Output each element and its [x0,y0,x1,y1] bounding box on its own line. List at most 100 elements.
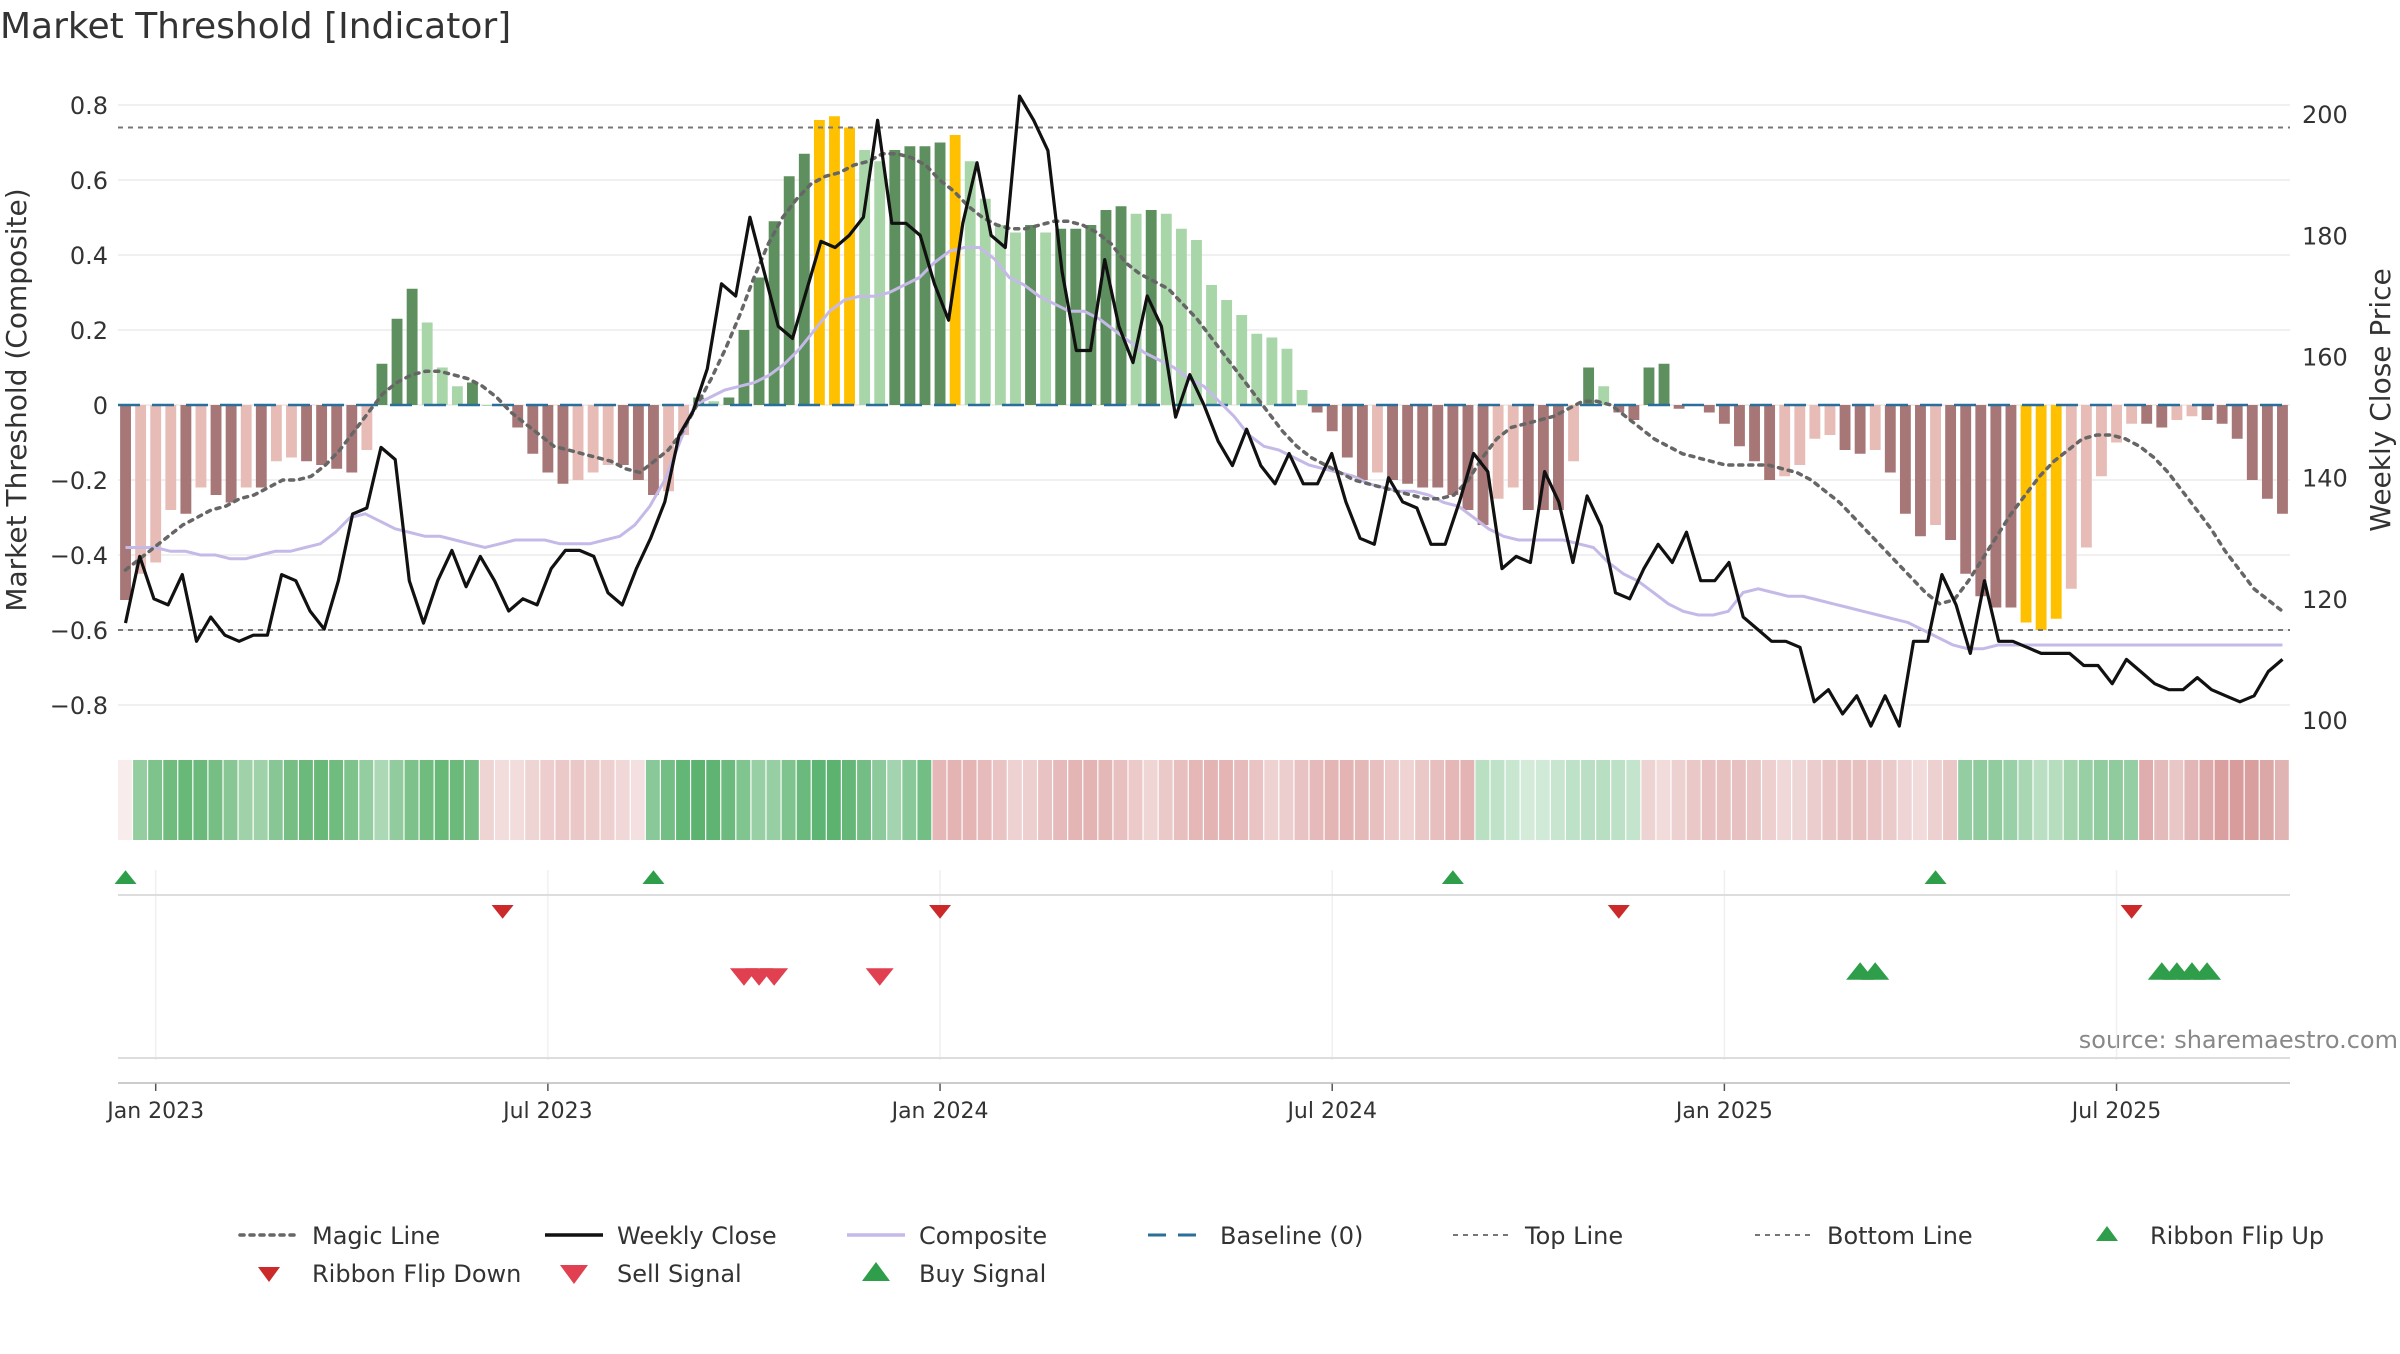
composite-bar [286,405,297,458]
legend-item: Top Line [1453,1222,1623,1250]
composite-bar [2216,405,2228,424]
ribbon-cell [1053,760,1068,840]
composite-bar [1447,405,1459,495]
ribbon-cell [1083,760,1098,840]
composite-bar [783,176,795,405]
ribbon-cell [1143,760,1158,840]
ribbon-cell [344,760,359,840]
line-layer [118,94,2290,728]
ribbon-cell [1188,760,1203,840]
y-tick-label: −0.2 [50,467,108,495]
y2-tick-label: 140 [2302,465,2348,493]
x-tick-label: Jul 2024 [1285,1099,1377,1124]
x-tick-label: Jul 2025 [2070,1099,2162,1124]
composite-bar [1930,405,1941,525]
composite-bar [1296,390,1308,405]
composite-bar [467,382,478,405]
composite-bar [557,405,569,484]
ribbon-cell [2214,760,2229,840]
ribbon-cell [2244,760,2259,840]
composite-bar [1643,367,1655,405]
ribbon-cell [1038,760,1052,840]
ribbon-cell [1430,760,1445,840]
buy-signal-marker [2193,962,2222,980]
composite-bar [1854,405,1866,454]
composite-bar [723,397,735,405]
y-tick-label: −0.6 [50,617,108,645]
composite-bar [1583,367,1595,405]
composite-bar [1055,228,1067,405]
ribbon-cell [630,760,645,840]
composite-bar [2096,405,2107,477]
ribbon-cell [1234,760,1249,840]
composite-bar [1703,405,1715,413]
ribbon-cell [781,760,796,840]
composite-bar [1462,405,1474,510]
ribbon-cell [977,760,992,840]
ribbon-cell [2124,760,2138,840]
legend-label: Weekly Close [617,1222,777,1250]
y2-tick-label: 160 [2302,344,2348,372]
composite-bar [180,405,192,514]
legend-label: Top Line [1524,1222,1623,1250]
y-tick-label: 0 [93,392,108,420]
legend-layer: Magic Line Weekly Close Composite Baseline … [238,1222,2324,1288]
ribbon-cell [555,760,570,840]
composite-bar [451,386,463,405]
x-tick-label: Jan 2025 [1674,1099,1773,1124]
composite-bar [2246,405,2258,480]
composite-bar [798,153,810,405]
ribbon-cell [1701,760,1716,840]
y2-tick-label: 200 [2302,101,2348,129]
composite-bar [1402,405,1414,484]
composite-bar [994,225,1006,405]
ribbon-cell [811,760,826,840]
composite-bar [1311,405,1323,413]
composite-bar [1432,405,1444,488]
ribbon-cell [495,760,509,840]
composite-bar [1492,405,1504,499]
composite-bar [1206,285,1217,405]
composite-bar [1175,228,1187,405]
composite-bar [1945,405,1957,540]
ribbon-cell [1279,760,1294,840]
ribbon-cell [645,760,660,840]
composite-bar [240,405,252,488]
ribbon-cell [1415,760,1430,840]
ribbon-cell [208,760,223,840]
composite-bar [889,150,901,405]
composite-bar [1130,213,1142,405]
composite-bar [1718,405,1730,424]
ribbon-cell [1219,760,1233,840]
ribbon-layer [118,760,2289,840]
axis-layer: 0.8 0.6 0.4 0.2 0 −0.2 −0.4 −0.6 −0.8 200 180 160 14… [50,92,2348,1124]
composite-bar [1281,348,1293,405]
ribbon-cell [661,760,675,840]
ribbon-cell [1460,760,1475,840]
ribbon-cell [540,760,555,840]
ribbon-cell [706,760,721,840]
composite-bar [135,405,147,574]
legend-label: Magic Line [312,1222,440,1250]
ribbon-cell [238,760,253,840]
composite-line [125,246,2283,651]
ribbon-cell [1596,760,1611,840]
weekly-close-line [123,94,2284,728]
ribbon-cell [1113,760,1128,840]
ribbon-cell [1520,760,1535,840]
composite-bar [1869,405,1881,450]
composite-bar [301,405,312,462]
composite-bar [1613,405,1625,413]
ribbon-cell [872,760,887,840]
y2-tick-label: 120 [2302,586,2348,614]
legend-item: Sell Signal [560,1260,742,1288]
ribbon-cell [253,760,268,840]
ribbon-cell [2184,760,2199,840]
composite-bar [1522,405,1534,510]
composite-bar [316,405,328,465]
y-tick-label: 0.2 [70,317,108,345]
y-tick-label: −0.4 [50,542,108,570]
ribbon-cell [148,760,163,840]
ribbon-flip-up-marker [1924,870,1947,885]
composite-bar [1507,405,1519,488]
